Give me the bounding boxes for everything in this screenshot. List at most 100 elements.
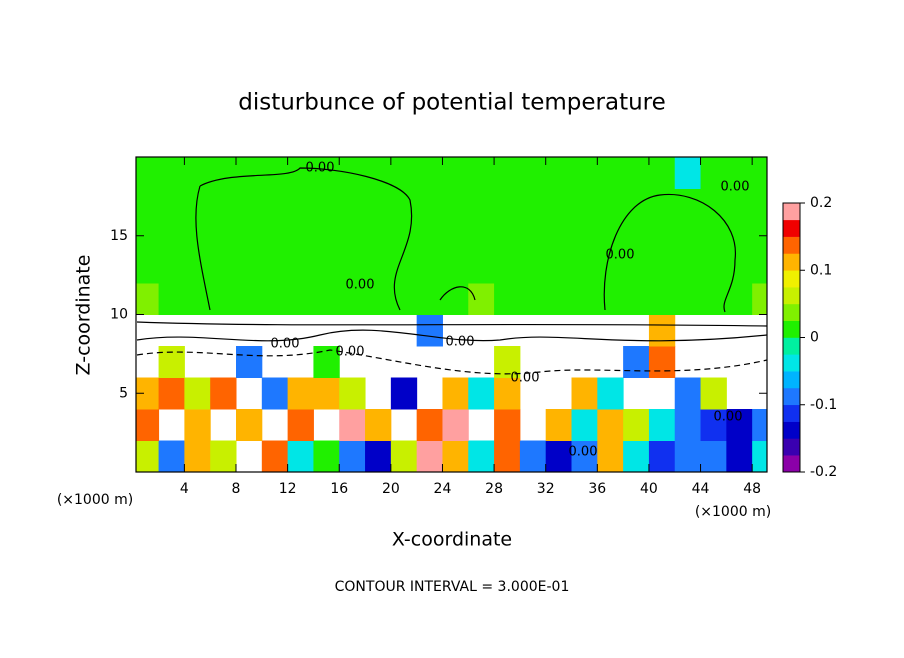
heat-cell [339,251,366,284]
heat-cell [313,346,340,378]
heat-cell [339,188,366,221]
heat-cell [700,409,727,441]
heat-cell [236,251,263,284]
heat-cell [158,251,185,284]
heat-cell [648,346,676,378]
heat-cell [210,377,237,410]
heat-cell [597,409,624,441]
heat-cell [210,251,237,284]
heat-cell [136,220,160,252]
heat-cell [390,220,418,252]
heat-cell [623,283,650,315]
colorbar-swatch [783,320,800,338]
x-tick-label: 28 [485,481,503,497]
heat-cell [494,377,521,410]
heat-cell [136,251,160,284]
heat-cell [494,283,521,315]
heat-cell [390,377,418,410]
colorbar-tick-label: 0.1 [810,262,832,278]
heat-cell [674,157,702,189]
heat-cell [184,251,211,284]
heat-cell [623,251,650,284]
heat-cell [442,440,469,473]
contour-label: 0.00 [714,410,743,425]
heat-cell [571,157,598,189]
heat-cell [519,157,547,189]
heat-cell [674,377,702,410]
colorbar-swatch [783,387,800,406]
colorbar-tick-label: -0.2 [810,464,837,480]
colorbar-swatch [783,404,800,422]
heat-cell [468,377,495,410]
heat-cell [726,220,753,252]
x-tick-label: 36 [588,481,606,497]
heat-cell [210,220,237,252]
colorbar-swatch [783,219,800,237]
x-tick-label: 48 [743,481,761,497]
heat-cell [726,283,753,315]
contour-line [195,167,413,311]
colorbar-tick-label: 0.2 [810,195,832,211]
heat-cell [184,157,211,189]
heat-cell [339,220,366,252]
heat-cell [158,346,185,378]
heat-cell [545,220,573,252]
heat-cell [597,157,624,189]
heat-cell [571,251,598,284]
heat-cell [623,409,650,441]
heat-cell [597,377,624,410]
colorbar-swatch [783,354,800,372]
contour-label: 0.00 [569,445,598,460]
heat-cell [571,283,598,315]
heat-cell [261,440,289,473]
heat-cell [416,220,443,252]
heat-cell [648,314,676,347]
heat-cell [545,251,573,284]
heat-cell [261,157,289,189]
heat-cell [726,157,753,189]
heat-cell [597,283,624,315]
heat-cell [700,157,727,189]
heat-cell [752,251,768,284]
heat-cell [184,409,211,441]
y-tick-label: 10 [110,307,128,323]
heat-cell [752,157,768,189]
heat-cell [494,440,521,473]
colorbar-swatch [783,287,800,305]
heat-cell [287,220,314,252]
heat-cell [623,440,650,473]
heat-cell [184,440,211,473]
heat-cell [416,409,443,441]
heat-cell [287,157,314,189]
heat-cell [468,188,495,221]
heat-cell [236,346,263,378]
heat-cell [597,220,624,252]
contour-label: 0.00 [446,335,475,350]
chart-title: disturbunce of potential temperature [238,90,666,116]
heat-cell [648,220,676,252]
heat-cell [390,188,418,221]
colorbar-tick-label: 0 [810,330,819,346]
heat-cell [136,283,160,315]
heat-cell [726,188,753,221]
contour-label: 0.00 [606,248,635,263]
heat-cell [184,283,211,315]
heat-cell [700,440,727,473]
heat-cell [313,283,340,315]
heat-cell [136,409,160,441]
heat-cell [468,283,495,315]
heat-cell [752,409,768,441]
x-tick-label: 16 [330,481,348,497]
heat-cell [623,346,650,378]
heat-cell [365,157,392,189]
heat-cell [287,377,314,410]
heat-cell [674,283,702,315]
contour-label: 0.00 [306,161,335,176]
colorbar-swatch [783,236,800,254]
heat-cell [623,157,650,189]
colorbar-swatch [783,253,800,271]
heat-cell [726,409,753,441]
heat-cell [674,440,702,473]
x-tick-label: 32 [537,481,555,497]
heat-cell [365,220,392,252]
